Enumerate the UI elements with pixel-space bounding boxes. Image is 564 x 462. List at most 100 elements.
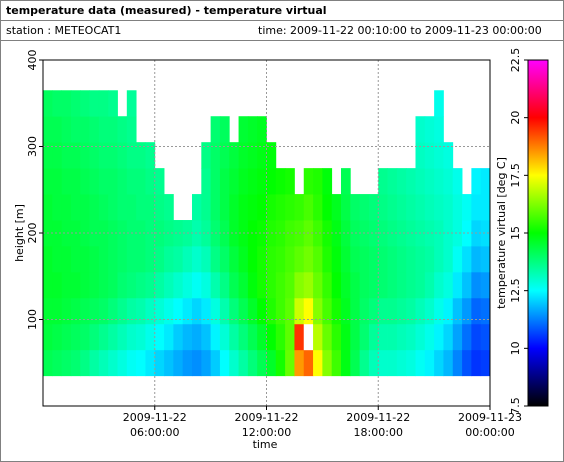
heat-cell xyxy=(266,245,277,273)
heat-cell xyxy=(201,323,212,351)
heat-cell xyxy=(108,323,118,351)
heat-cell xyxy=(70,142,81,169)
heat-cell xyxy=(173,297,184,325)
heat-cell xyxy=(89,116,100,143)
heat-cell xyxy=(145,323,156,351)
heat-cell xyxy=(98,323,109,351)
heat-cell xyxy=(173,271,184,299)
heat-cell xyxy=(285,220,295,247)
heat-cell xyxy=(378,297,388,325)
heat-cell xyxy=(117,323,128,351)
heat-cell xyxy=(285,245,295,273)
heat-cell xyxy=(294,297,305,325)
heat-cell xyxy=(210,297,221,325)
colorbar-tick-label: 7.5 xyxy=(509,397,522,415)
heat-cell xyxy=(313,297,323,325)
heat-cell xyxy=(61,245,72,273)
heat-cell xyxy=(192,323,202,351)
heat-cell xyxy=(61,297,72,325)
heat-cell xyxy=(126,116,137,143)
heat-cell xyxy=(424,116,435,143)
heat-cell xyxy=(201,245,212,273)
x-tick-label: 2009-11-22 xyxy=(235,411,299,424)
heat-cell xyxy=(462,220,472,247)
heat-cell xyxy=(480,349,491,377)
heat-cell xyxy=(70,116,81,143)
heat-cell xyxy=(387,168,398,195)
heat-cell xyxy=(145,271,156,299)
heat-cell xyxy=(117,271,128,299)
heat-cell xyxy=(387,323,398,351)
heat-cell xyxy=(43,142,53,169)
heat-cell xyxy=(378,168,388,195)
heat-cell xyxy=(396,323,407,351)
heat-cell xyxy=(406,245,416,273)
heat-cell xyxy=(61,90,72,117)
heat-cell xyxy=(368,349,379,377)
heat-cell xyxy=(313,323,323,351)
heat-cell xyxy=(341,168,351,195)
heat-cell xyxy=(89,271,100,299)
heat-cell xyxy=(80,116,90,143)
heat-cell xyxy=(257,323,267,351)
heat-cell xyxy=(434,142,444,169)
heat-cell xyxy=(257,271,267,299)
heat-cell xyxy=(52,116,63,143)
heat-cell xyxy=(210,168,221,195)
heat-cell xyxy=(462,297,472,325)
x-tick-label: 00:00:00 xyxy=(465,426,514,439)
heat-cell xyxy=(117,245,128,273)
heat-cell xyxy=(43,194,53,221)
heat-cell xyxy=(61,220,72,247)
heat-cell xyxy=(294,245,305,273)
heat-cell xyxy=(443,245,454,273)
heat-cell xyxy=(61,168,72,195)
heat-cell xyxy=(406,271,416,299)
heat-cell xyxy=(136,142,146,169)
heat-cell xyxy=(247,245,258,273)
heat-cell xyxy=(303,194,314,221)
heat-cell xyxy=(471,323,482,351)
heat-cell xyxy=(434,271,444,299)
heat-cell xyxy=(219,142,230,169)
heat-cell xyxy=(434,116,444,143)
heat-cell xyxy=(285,349,295,377)
heat-cell xyxy=(322,323,333,351)
x-tick-label: 2009-11-22 xyxy=(346,411,410,424)
heat-cell xyxy=(164,323,174,351)
heat-cell xyxy=(350,297,361,325)
heat-cell xyxy=(52,349,63,377)
heat-cell xyxy=(108,245,118,273)
heat-cell xyxy=(219,116,230,143)
heat-cell xyxy=(415,168,426,195)
heat-cell xyxy=(378,323,388,351)
heat-cell xyxy=(378,349,388,377)
heat-cell xyxy=(462,245,472,273)
heat-cell xyxy=(266,271,277,299)
heat-cell xyxy=(117,116,128,143)
heat-cell xyxy=(98,271,109,299)
heat-cell xyxy=(201,220,212,247)
heat-cell xyxy=(210,349,221,377)
heat-cell xyxy=(350,194,361,221)
heat-cell xyxy=(257,245,267,273)
heat-cell xyxy=(43,349,53,377)
heat-cell xyxy=(126,271,137,299)
heat-cell xyxy=(229,271,239,299)
heat-cell xyxy=(341,220,351,247)
heat-cell xyxy=(275,245,286,273)
heat-cell xyxy=(471,271,482,299)
heat-cell xyxy=(61,323,72,351)
heat-cell xyxy=(424,323,435,351)
heat-cell xyxy=(117,349,128,377)
heat-cell xyxy=(322,168,333,195)
heat-cell xyxy=(219,271,230,299)
heat-cell xyxy=(89,220,100,247)
colorbar-tick-label: 12.5 xyxy=(509,278,522,303)
heat-cell xyxy=(52,323,63,351)
heat-cell xyxy=(396,297,407,325)
heat-cell xyxy=(70,90,81,117)
heat-cell xyxy=(154,349,165,377)
heat-cell xyxy=(415,297,426,325)
heat-cell xyxy=(341,297,351,325)
